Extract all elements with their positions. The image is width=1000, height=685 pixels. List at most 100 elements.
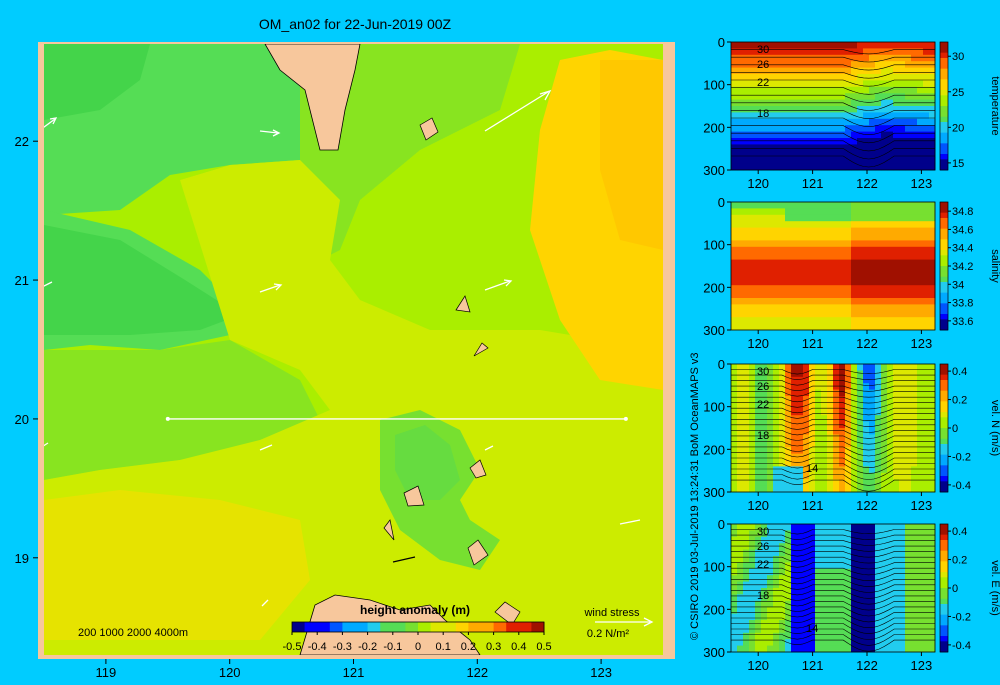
heatmap-cell (833, 285, 840, 292)
heatmap-cell (797, 607, 804, 614)
heatmap-cell (797, 562, 804, 570)
heatmap-cell (869, 581, 876, 589)
heatmap-cell (749, 626, 756, 634)
heatmap-cell (923, 568, 930, 576)
heatmap-cell (881, 434, 888, 442)
heatmap-cell (815, 285, 822, 292)
heatmap-cell (839, 440, 846, 448)
section-colorbar-segment (940, 572, 948, 578)
heatmap-cell (839, 626, 846, 634)
heatmap-cell (863, 80, 870, 88)
heatmap-cell (779, 600, 786, 608)
heatmap-cell (923, 383, 930, 390)
heatmap-cell (731, 67, 738, 75)
heatmap-cell (917, 447, 924, 454)
contour-line (731, 556, 935, 564)
section-colorbar-segment (940, 604, 948, 610)
heatmap-cell (767, 383, 774, 390)
heatmap-cell (881, 246, 888, 254)
heatmap-cell (773, 600, 780, 608)
section-colorbar-label: vel. E (m/s) (989, 560, 1000, 616)
heatmap-cell (923, 588, 930, 595)
heatmap-cell (851, 125, 858, 132)
heatmap-cell (785, 125, 792, 132)
heatmap-cell (875, 613, 882, 621)
heatmap-cell (881, 428, 888, 435)
contour-line (731, 628, 935, 640)
heatmap-cell (839, 408, 846, 416)
heatmap-cell (797, 645, 804, 653)
heatmap-cell (773, 150, 780, 158)
heatmap-cell (893, 600, 900, 608)
heatmap-cell (785, 259, 792, 267)
heatmap-cell (875, 389, 882, 397)
heatmap-cell (737, 125, 744, 132)
heatmap-cell (761, 524, 768, 531)
heatmap-cell (731, 543, 738, 550)
heatmap-cell (791, 581, 798, 589)
heatmap-cell (875, 208, 882, 216)
heatmap-cell (899, 396, 906, 403)
heatmap-cell (809, 440, 816, 448)
heatmap-cell (917, 144, 924, 152)
heatmap-cell (737, 447, 744, 454)
heatmap-cell (761, 594, 768, 602)
heatmap-cell (905, 632, 912, 640)
heatmap-cell (863, 118, 870, 126)
heatmap-cell (863, 396, 870, 403)
heatmap-cell (899, 240, 906, 248)
heatmap-cell (857, 272, 864, 280)
heatmap-cell (881, 600, 888, 608)
heatmap-cell (761, 402, 768, 410)
heatmap-cell (731, 440, 738, 448)
heatmap-cell (857, 144, 864, 152)
contour-line (731, 441, 935, 451)
heatmap-cell (821, 575, 828, 582)
heatmap-cell (851, 234, 858, 241)
heatmap-cell (857, 645, 864, 653)
heatmap-cell (875, 396, 882, 403)
heatmap-cell (929, 125, 936, 132)
heatmap-cell (731, 317, 738, 324)
heatmap-cell (905, 556, 912, 563)
heatmap-cell (899, 408, 906, 416)
heatmap-cell (755, 310, 762, 318)
heatmap-cell (863, 144, 870, 152)
section-colorbar-segment (940, 449, 948, 456)
heatmap-cell (887, 568, 894, 576)
heatmap-cell (869, 543, 876, 550)
heatmap-cell (749, 543, 756, 550)
heatmap-cell (839, 144, 846, 152)
heatmap-cell (881, 112, 888, 120)
heatmap-cell (923, 453, 930, 461)
heatmap-cell (899, 389, 906, 397)
heatmap-cell (917, 530, 924, 538)
heatmap-cell (911, 447, 918, 454)
section-y-tick-label: 200 (703, 280, 725, 295)
heatmap-cell (863, 626, 870, 634)
heatmap-cell (809, 74, 816, 81)
heatmap-cell (755, 434, 762, 442)
heatmap-cell (821, 364, 828, 371)
heatmap-cell (863, 402, 870, 410)
heatmap-cell (731, 524, 738, 531)
contour-line (731, 125, 935, 136)
heatmap-cell (755, 150, 762, 158)
heatmap-cell (851, 460, 858, 467)
heatmap-cell (887, 370, 894, 378)
heatmap-cell (911, 562, 918, 570)
heatmap-cell (875, 80, 882, 88)
heatmap-cell (821, 607, 828, 614)
heatmap-cell (815, 157, 822, 164)
section-colorbar-segment (940, 380, 948, 386)
heatmap-cell (917, 112, 924, 120)
section-colorbar-segment (940, 143, 948, 150)
heatmap-cell (905, 607, 912, 614)
heatmap-cell (791, 285, 798, 292)
heatmap-cell (839, 524, 846, 531)
heatmap-cell (905, 317, 912, 324)
heatmap-cell (815, 530, 822, 538)
contour-line (731, 634, 935, 646)
heatmap-cell (857, 575, 864, 582)
heatmap-cell (767, 440, 774, 448)
